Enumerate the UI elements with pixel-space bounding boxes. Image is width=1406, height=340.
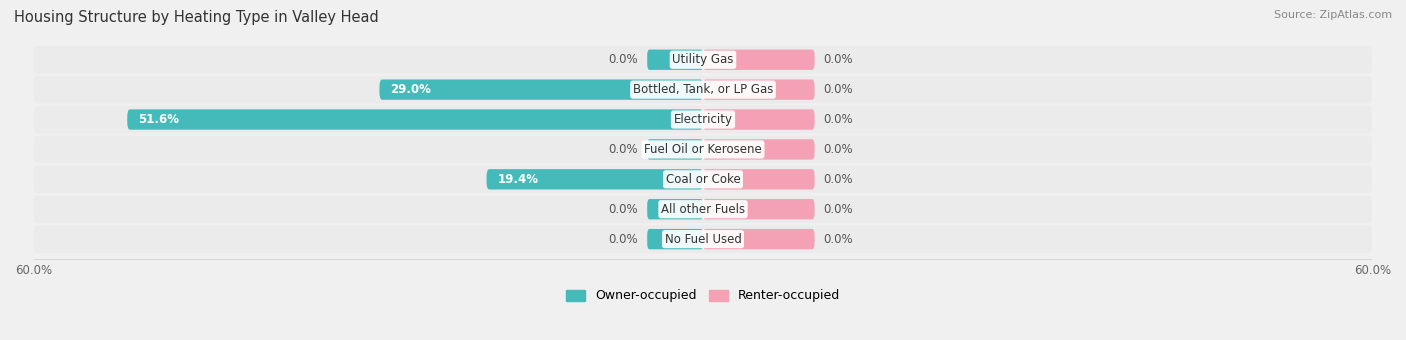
Text: No Fuel Used: No Fuel Used <box>665 233 741 245</box>
Text: 29.0%: 29.0% <box>391 83 432 96</box>
FancyBboxPatch shape <box>647 199 703 219</box>
Text: 0.0%: 0.0% <box>824 233 853 245</box>
FancyBboxPatch shape <box>34 136 1372 163</box>
FancyBboxPatch shape <box>34 195 1372 223</box>
Text: Housing Structure by Heating Type in Valley Head: Housing Structure by Heating Type in Val… <box>14 10 378 25</box>
Text: 0.0%: 0.0% <box>609 53 638 66</box>
Text: 0.0%: 0.0% <box>824 53 853 66</box>
FancyBboxPatch shape <box>647 50 703 70</box>
FancyBboxPatch shape <box>34 76 1372 103</box>
Text: 0.0%: 0.0% <box>824 203 853 216</box>
FancyBboxPatch shape <box>380 80 703 100</box>
FancyBboxPatch shape <box>128 109 703 130</box>
Text: Source: ZipAtlas.com: Source: ZipAtlas.com <box>1274 10 1392 20</box>
Text: 0.0%: 0.0% <box>824 143 853 156</box>
FancyBboxPatch shape <box>647 139 703 159</box>
Text: 51.6%: 51.6% <box>138 113 180 126</box>
Legend: Owner-occupied, Renter-occupied: Owner-occupied, Renter-occupied <box>567 289 839 303</box>
FancyBboxPatch shape <box>703 169 814 189</box>
FancyBboxPatch shape <box>34 225 1372 253</box>
Text: 0.0%: 0.0% <box>609 203 638 216</box>
FancyBboxPatch shape <box>34 166 1372 193</box>
FancyBboxPatch shape <box>703 199 814 219</box>
Text: Utility Gas: Utility Gas <box>672 53 734 66</box>
FancyBboxPatch shape <box>647 229 703 249</box>
Text: 0.0%: 0.0% <box>609 143 638 156</box>
FancyBboxPatch shape <box>703 139 814 159</box>
FancyBboxPatch shape <box>703 109 814 130</box>
Text: Fuel Oil or Kerosene: Fuel Oil or Kerosene <box>644 143 762 156</box>
Text: Coal or Coke: Coal or Coke <box>665 173 741 186</box>
FancyBboxPatch shape <box>703 80 814 100</box>
FancyBboxPatch shape <box>703 229 814 249</box>
FancyBboxPatch shape <box>486 169 703 189</box>
FancyBboxPatch shape <box>34 46 1372 73</box>
Text: 0.0%: 0.0% <box>609 233 638 245</box>
Text: Bottled, Tank, or LP Gas: Bottled, Tank, or LP Gas <box>633 83 773 96</box>
Text: 0.0%: 0.0% <box>824 113 853 126</box>
Text: Electricity: Electricity <box>673 113 733 126</box>
Text: 0.0%: 0.0% <box>824 83 853 96</box>
FancyBboxPatch shape <box>34 106 1372 133</box>
Text: 0.0%: 0.0% <box>824 173 853 186</box>
Text: All other Fuels: All other Fuels <box>661 203 745 216</box>
Text: 19.4%: 19.4% <box>498 173 538 186</box>
FancyBboxPatch shape <box>703 50 814 70</box>
